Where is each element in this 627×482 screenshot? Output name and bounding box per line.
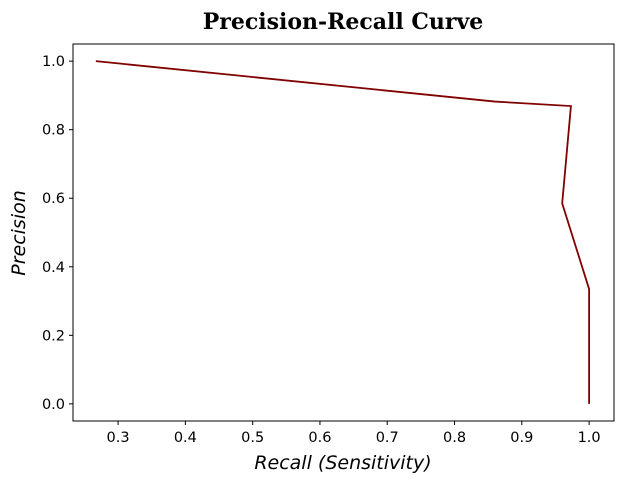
y-axis-ticks: 0.0 0.2 0.4 0.6 0.8 1.0	[42, 54, 73, 413]
x-tick-label: 0.8	[443, 430, 466, 446]
y-tick-label: 1.0	[42, 54, 65, 70]
y-tick-label: 0.8	[42, 123, 65, 139]
x-tick-label: 0.3	[107, 430, 130, 446]
chart-title: Precision-Recall Curve	[203, 9, 484, 35]
plot-frame	[72, 43, 615, 422]
y-axis-label: Precision	[8, 190, 30, 276]
x-tick-label: 1.0	[578, 430, 601, 446]
y-tick-label: 0.0	[42, 397, 65, 413]
x-tick-label: 0.4	[174, 430, 197, 446]
x-tick-label: 0.9	[510, 430, 533, 446]
x-tick-label: 0.6	[308, 430, 331, 446]
y-tick-label: 0.2	[42, 328, 65, 344]
series-line	[95, 60, 591, 404]
x-axis-ticks: 0.3 0.4 0.5 0.6 0.7 0.8 0.9 1.0	[107, 421, 601, 446]
x-tick-label: 0.7	[376, 430, 399, 446]
x-tick-label: 0.5	[241, 430, 264, 446]
y-tick-label: 0.6	[42, 191, 65, 207]
y-tick-label: 0.4	[42, 260, 65, 276]
x-axis-label: Recall (Sensitivity)	[254, 452, 431, 474]
